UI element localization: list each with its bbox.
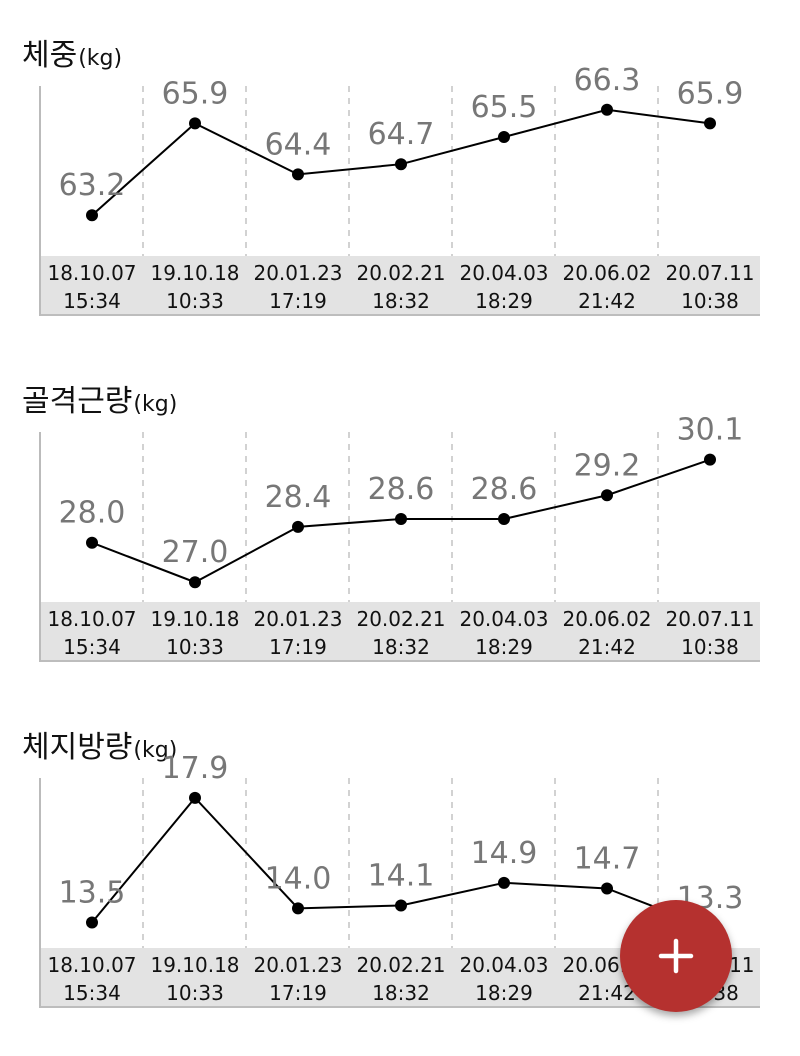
category-time-label: 15:34: [63, 289, 121, 313]
data-point: [189, 576, 201, 589]
data-label: 13.5: [59, 876, 126, 911]
category-time-label: 18:29: [475, 289, 533, 313]
data-point: [86, 209, 98, 222]
data-label: 28.6: [471, 472, 538, 507]
category-date-label: 19.10.18: [150, 261, 239, 285]
category-date-label: 20.02.21: [356, 261, 445, 285]
data-label: 14.7: [574, 842, 641, 877]
chart-title: 체중(kg): [22, 34, 122, 78]
category-time-label: 10:38: [681, 289, 739, 313]
category-date-label: 20.04.03: [459, 953, 548, 977]
category-date-label: 18.10.07: [47, 953, 136, 977]
data-label: 64.4: [265, 127, 332, 162]
data-point: [86, 536, 98, 549]
data-label: 65.9: [677, 76, 744, 111]
category-time-label: 18:32: [372, 635, 430, 659]
data-point: [498, 876, 510, 889]
chart-title-label: 체지방량: [22, 730, 133, 765]
category-date-label: 20.02.21: [356, 607, 445, 631]
chart-title-unit: (kg): [133, 738, 178, 763]
category-date-label: 18.10.07: [47, 607, 136, 631]
chart-title-unit: (kg): [133, 392, 178, 417]
data-point: [601, 103, 613, 116]
category-time-label: 17:19: [269, 289, 327, 313]
data-point: [189, 791, 201, 804]
category-time-label: 10:38: [681, 635, 739, 659]
category-date-label: 20.01.23: [253, 953, 342, 977]
data-point: [189, 117, 201, 130]
category-date-label: 20.01.23: [253, 607, 342, 631]
weight-line-chart: 63.2 65.9 64.4 64.7 65.5 66.3 65.9 18.10.07 15:3…: [39, 63, 760, 316]
chart-weight: 체중(kg) 63.2 65.9 64.4 64.7 65.5 66.3 65.9 18.10…: [0, 0, 800, 320]
chart-title: 체지방량(kg): [22, 726, 177, 770]
data-label: 28.6: [368, 472, 435, 507]
data-point: [498, 512, 510, 525]
chart-title-label: 체중: [22, 38, 78, 73]
data-label: 28.0: [59, 496, 126, 531]
data-point: [498, 131, 510, 143]
data-label: 65.9: [162, 76, 229, 111]
data-point: [395, 512, 407, 525]
category-time-label: 18:29: [475, 635, 533, 659]
category-date-label: 19.10.18: [150, 607, 239, 631]
data-label: 65.5: [471, 90, 538, 125]
data-point: [292, 902, 304, 915]
data-label: 17.9: [162, 751, 229, 786]
category-axis-band: [40, 256, 760, 316]
category-time-label: 15:34: [63, 635, 121, 659]
chart-skeletal-muscle: 골격근량(kg) 28.0 27.0 28.4 28.6 28.6 29.2 30.1 18.…: [0, 346, 800, 666]
chart-title: 골격근량(kg): [22, 380, 177, 424]
category-time-label: 10:33: [166, 635, 224, 659]
add-record-button[interactable]: [620, 900, 732, 1012]
category-date-label: 20.06.02: [562, 607, 651, 631]
category-date-label: 20.07.11: [665, 261, 754, 285]
chart-title-label: 골격근량: [22, 384, 133, 419]
category-time-label: 10:33: [166, 981, 224, 1005]
category-time-label: 15:34: [63, 981, 121, 1005]
data-label: 63.2: [59, 168, 126, 203]
data-label: 14.0: [265, 861, 332, 896]
category-time-label: 18:32: [372, 289, 430, 313]
plus-icon: [658, 938, 694, 974]
data-point: [601, 882, 613, 895]
category-axis-band: [40, 602, 760, 662]
data-point: [395, 899, 407, 912]
category-date-label: 18.10.07: [47, 261, 136, 285]
category-date-label: 20.07.11: [665, 607, 754, 631]
category-time-label: 17:19: [269, 635, 327, 659]
category-date-label: 20.01.23: [253, 261, 342, 285]
data-label: 30.1: [677, 413, 744, 448]
category-time-label: 21:42: [578, 635, 636, 659]
skeletal-muscle-line-chart: 28.0 27.0 28.4 28.6 28.6 29.2 30.1 18.10.07 15:3…: [39, 413, 760, 662]
category-date-label: 20.06.02: [562, 261, 651, 285]
data-point: [395, 158, 407, 171]
category-time-label: 21:42: [578, 289, 636, 313]
data-point: [292, 168, 304, 181]
chart-title-unit: (kg): [78, 46, 123, 71]
data-label: 14.1: [368, 859, 435, 894]
category-time-label: 18:29: [475, 981, 533, 1005]
data-label: 27.0: [162, 535, 229, 570]
category-date-label: 19.10.18: [150, 953, 239, 977]
data-label: 14.9: [471, 836, 538, 871]
data-point: [292, 520, 304, 533]
data-point: [86, 916, 98, 929]
category-date-label: 20.04.03: [459, 261, 548, 285]
data-point: [601, 489, 613, 502]
category-date-label: 20.04.03: [459, 607, 548, 631]
category-time-label: 17:19: [269, 981, 327, 1005]
data-label: 29.2: [574, 448, 641, 483]
category-date-label: 20.02.21: [356, 953, 445, 977]
data-label: 28.4: [265, 480, 332, 515]
data-label: 66.3: [574, 63, 641, 98]
category-time-label: 21:42: [578, 981, 636, 1005]
data-label: 64.7: [368, 117, 435, 152]
category-time-label: 10:33: [166, 289, 224, 313]
data-point: [704, 117, 716, 130]
data-point: [704, 453, 716, 466]
category-time-label: 18:32: [372, 981, 430, 1005]
